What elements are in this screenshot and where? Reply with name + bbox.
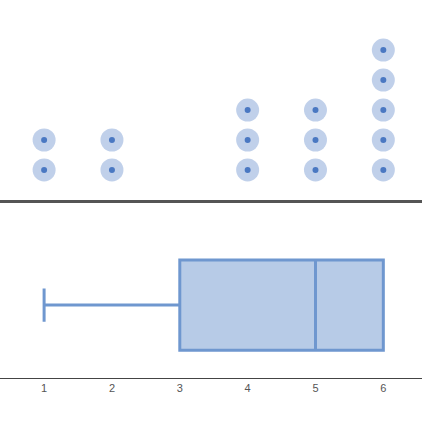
svg-text:4: 4 [245, 382, 251, 394]
svg-text:6: 6 [380, 382, 386, 394]
svg-text:5: 5 [312, 382, 318, 394]
svg-text:1: 1 [41, 382, 47, 394]
svg-text:3: 3 [177, 382, 183, 394]
svg-text:2: 2 [109, 382, 115, 394]
